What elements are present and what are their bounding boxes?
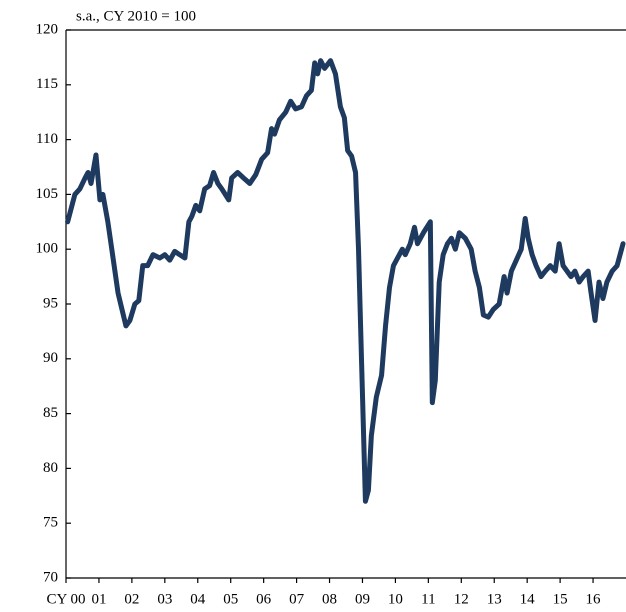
chart-subtitle: s.a., CY 2010 = 100: [76, 8, 196, 24]
x-tick-label: 08: [322, 591, 337, 607]
x-tick-label: 16: [586, 591, 602, 607]
x-tick-label: 09: [355, 591, 370, 607]
y-tick-label: 80: [43, 460, 58, 476]
y-tick-label: 75: [43, 515, 58, 531]
data-line: [65, 58, 626, 504]
x-tick-label: CY 00: [46, 591, 85, 607]
x-tick-label: 12: [454, 591, 469, 607]
y-tick-label: 90: [43, 350, 58, 366]
x-tick-label: 10: [388, 591, 403, 607]
y-tick-label: 105: [36, 186, 59, 202]
y-tick-label: 85: [43, 405, 58, 421]
x-tick-label: 05: [223, 591, 238, 607]
y-tick-label: 115: [36, 76, 58, 92]
y-tick-label: 70: [43, 569, 58, 585]
x-tick-label: 13: [487, 591, 502, 607]
y-tick-label: 95: [43, 295, 58, 311]
x-tick-label: 15: [553, 591, 568, 607]
x-tick-label: 04: [190, 591, 206, 607]
x-tick-label: 14: [520, 591, 536, 607]
x-tick-label: 03: [157, 591, 172, 607]
y-tick-label: 120: [36, 21, 59, 37]
y-tick-label: 110: [36, 131, 58, 147]
x-tick-label: 02: [124, 591, 139, 607]
y-tick-label: 100: [36, 241, 59, 257]
x-tick-label: 01: [91, 591, 106, 607]
x-tick-label: 07: [289, 591, 305, 607]
x-tick-label: 06: [256, 591, 272, 607]
x-tick-label: 11: [421, 591, 435, 607]
